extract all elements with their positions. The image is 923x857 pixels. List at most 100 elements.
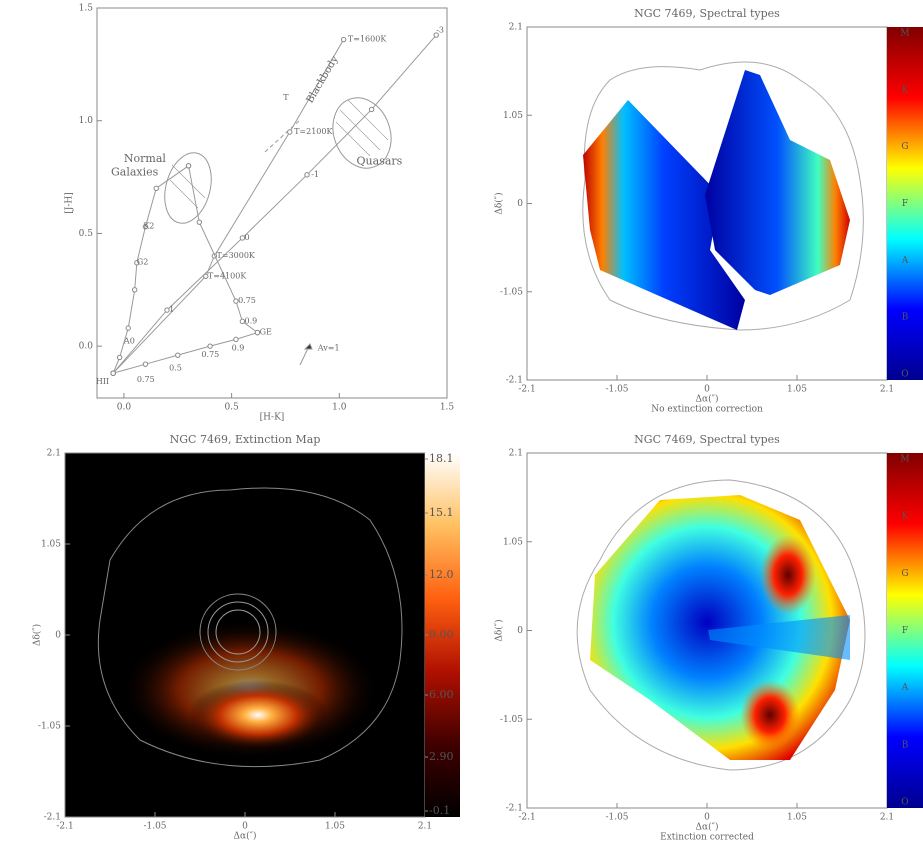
annotation: GE xyxy=(260,328,272,337)
point xyxy=(185,163,192,169)
annotation: Av=1 xyxy=(317,343,340,352)
series-label: Blackbody xyxy=(305,54,341,105)
point xyxy=(175,352,181,358)
annotation: T=3000K xyxy=(217,251,256,260)
series-line xyxy=(112,39,345,374)
x-tick-label: -1.05 xyxy=(605,385,628,395)
chart-title: NGC 7469, Extinction Map xyxy=(170,433,321,446)
colorbar xyxy=(887,453,923,808)
y-tick-label: 0 xyxy=(517,626,523,636)
colorbar-label: K xyxy=(902,512,909,522)
annotation: Galaxies xyxy=(111,166,159,179)
y-tick-label: 0 xyxy=(55,631,61,641)
x-tick-label: -2.1 xyxy=(518,385,535,395)
chart-title: NGC 7469, Spectral types xyxy=(634,7,780,20)
colorbar-tick-label: 18.1 xyxy=(429,452,454,465)
series-line xyxy=(113,332,258,374)
point xyxy=(153,185,159,192)
colorbar-label: O xyxy=(901,370,908,380)
point xyxy=(233,336,239,343)
y-tick-label: -2.1 xyxy=(506,804,523,814)
plot-frame xyxy=(96,7,448,399)
annotation: G2 xyxy=(137,258,148,267)
x-axis-label: [H-K] xyxy=(260,413,285,423)
x-tick-label: 1.05 xyxy=(325,822,345,832)
y-tick-label: 1.05 xyxy=(503,111,523,121)
series-line xyxy=(112,34,437,374)
annotation: K2 xyxy=(143,222,154,231)
point xyxy=(203,273,209,279)
x-axis-caption: No extinction correction xyxy=(651,405,763,415)
x-axis-caption: Extinction corrected xyxy=(660,833,754,843)
x-tick-label: 2.1 xyxy=(418,822,432,832)
colorbar-label: M xyxy=(900,455,909,465)
annotation: T=2100K xyxy=(294,127,333,136)
x-axis-label: Δα(″) xyxy=(234,831,257,842)
point xyxy=(239,318,246,325)
annotation: 0 xyxy=(245,233,250,242)
colorbar-tick-label: -0.1 xyxy=(429,804,450,817)
y-tick-label: 1.0 xyxy=(79,116,94,126)
annotation: 0.5 xyxy=(169,364,182,373)
colorbar-label: B xyxy=(902,313,909,323)
x-tick-label: 0 xyxy=(704,385,710,395)
x-tick-label: -1.05 xyxy=(605,813,628,823)
annotation: T=4100K xyxy=(208,271,247,280)
colorbar-label: A xyxy=(901,256,909,266)
y-tick-label: -1.05 xyxy=(500,715,523,725)
x-axis-label: Δα(″) xyxy=(696,822,719,833)
y-tick-label: 2.1 xyxy=(47,449,61,459)
point xyxy=(142,223,149,230)
point xyxy=(239,235,246,241)
colorbar-label: G xyxy=(901,142,908,152)
annotation: 0.75 xyxy=(137,375,155,384)
colorbar-label: B xyxy=(902,740,909,750)
annotation: 0.75 xyxy=(238,296,256,305)
x-tick-label: 0.5 xyxy=(224,403,239,413)
x-tick-label: 0 xyxy=(242,822,248,832)
colorbar-tick-label: 12.0 xyxy=(429,568,454,581)
point xyxy=(116,354,123,361)
annotation: HII xyxy=(96,377,109,386)
point xyxy=(196,219,203,225)
point xyxy=(340,36,347,43)
colorbar-label: A xyxy=(901,683,909,693)
annotation: A0 xyxy=(123,337,135,346)
y-tick-label: 1.5 xyxy=(79,4,94,14)
x-tick-label: 1.0 xyxy=(332,403,347,413)
colorbar-label: K xyxy=(902,85,909,95)
y-tick-label: 0 xyxy=(517,199,523,209)
y-axis-label: Δδ(″) xyxy=(494,619,505,641)
point xyxy=(110,370,116,376)
y-axis-label: [J-H] xyxy=(65,192,75,214)
y-tick-label: 1.05 xyxy=(503,537,523,547)
spectral-map xyxy=(576,479,866,771)
x-tick-label: -2.1 xyxy=(56,822,73,832)
colorbar-label: F xyxy=(902,626,908,636)
colorbar-label: G xyxy=(901,569,908,579)
extinction-image xyxy=(65,453,425,817)
annotation: T=1600K xyxy=(348,35,387,44)
annotation: 0.75 xyxy=(201,350,219,359)
point xyxy=(142,361,149,367)
y-axis-label: Δδ(″) xyxy=(32,624,43,646)
y-tick-label: -1.05 xyxy=(500,287,523,297)
colorbar-tick-label: 6.00 xyxy=(429,688,454,701)
annotation: Quasars xyxy=(357,154,403,167)
colorbar-label: O xyxy=(901,798,908,808)
colorbar xyxy=(887,27,923,380)
point xyxy=(368,106,375,113)
y-tick-label: 2.1 xyxy=(509,23,523,33)
y-tick-label: -2.1 xyxy=(44,813,61,823)
x-tick-label: 2.1 xyxy=(880,385,894,395)
point xyxy=(304,172,310,178)
annotation: 0.9 xyxy=(232,343,245,352)
annotation: Normal xyxy=(124,152,166,165)
annotation: T xyxy=(283,93,289,102)
x-tick-label: 1.5 xyxy=(440,403,455,413)
x-tick-label: 1.05 xyxy=(787,813,807,823)
chart-title: NGC 7469, Spectral types xyxy=(634,433,780,446)
colorbar xyxy=(425,453,460,817)
y-tick-label: 0.5 xyxy=(79,229,94,239)
series-line xyxy=(188,165,258,334)
